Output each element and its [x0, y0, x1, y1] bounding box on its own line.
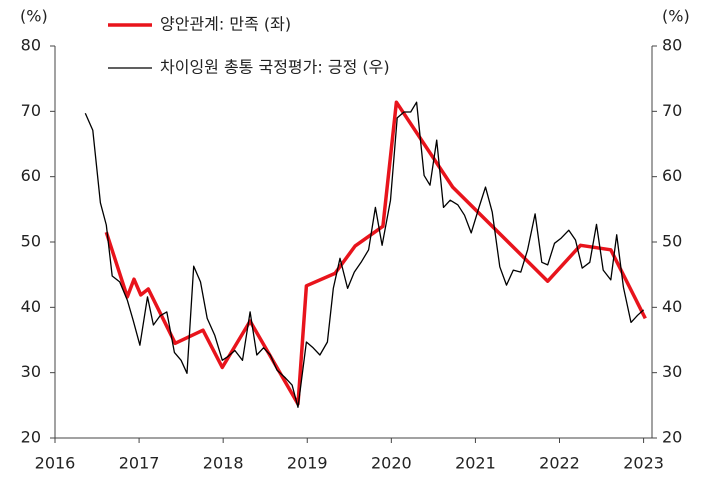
x-tick-label: 2020 [371, 454, 412, 473]
y-tick-label: 80 [21, 36, 41, 55]
y2-tick-label: 50 [662, 232, 682, 251]
legend-label: 양안관계: 만족 (좌) [160, 15, 291, 34]
x-tick-label: 2018 [203, 454, 244, 473]
series-line [84, 101, 645, 408]
y2-tick-label: 80 [662, 36, 682, 55]
y-tick-label: 30 [21, 362, 41, 381]
y2-unit-label: (%) [662, 7, 690, 26]
y2-tick-label: 20 [662, 428, 682, 447]
x-tick-label: 2021 [455, 454, 496, 473]
x-tick-label: 2019 [287, 454, 328, 473]
y2-tick-label: 60 [662, 166, 682, 185]
series-line [104, 100, 647, 406]
x-tick-label: 2023 [623, 454, 664, 473]
x-tick-label: 2016 [35, 454, 76, 473]
y-tick-label: 50 [21, 232, 41, 251]
y2-tick-label: 70 [662, 101, 682, 120]
legend-label: 차이잉원 총통 국정평가: 긍정 (우) [160, 58, 390, 77]
y2-tick-label: 30 [662, 362, 682, 381]
y-tick-label: 70 [21, 101, 41, 120]
y2-tick-label: 40 [662, 297, 682, 316]
y-tick-label: 40 [21, 297, 41, 316]
x-tick-label: 2017 [119, 454, 160, 473]
y-unit-label: (%) [20, 7, 48, 26]
y-tick-label: 60 [21, 166, 41, 185]
x-tick-label: 2022 [539, 454, 580, 473]
y-tick-label: 20 [21, 428, 41, 447]
